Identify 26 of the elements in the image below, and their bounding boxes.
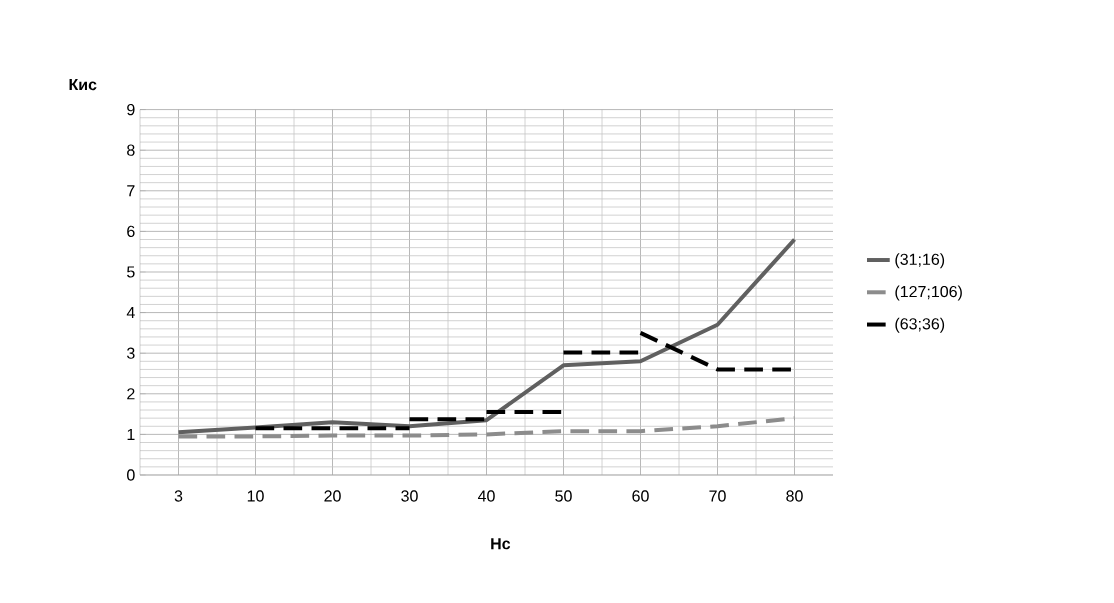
y-tick-label: 8 [127, 144, 135, 156]
y-tick-label: 9 [127, 103, 135, 116]
y-tick-label: 7 [127, 185, 135, 197]
x-tick-label: 60 [632, 490, 649, 502]
x-axis-title: Нс [491, 538, 511, 550]
y-axis-title: Кис [69, 79, 97, 91]
legend-label: (63;36) [895, 317, 945, 333]
x-tick-label: 10 [247, 490, 264, 502]
line-series [176, 416, 797, 439]
y-tick-label: 5 [127, 266, 135, 278]
x-tick-label: 50 [555, 490, 572, 502]
y-tick-label: 1 [127, 428, 135, 440]
line-series [176, 237, 797, 435]
legend-label: (127;106) [895, 285, 962, 301]
legend-label: (31;16) [895, 253, 945, 269]
y-tick-label: 2 [127, 388, 135, 400]
y-tick-label: 0 [127, 469, 135, 481]
x-tick-label: 80 [786, 490, 803, 502]
y-tick-label: 4 [126, 307, 135, 319]
y-tick-label: 6 [127, 225, 135, 238]
x-tick-label: 70 [709, 490, 726, 502]
x-tick-label: 30 [401, 490, 418, 502]
x-tick-label: 20 [324, 490, 341, 502]
x-tick-label: 3 [174, 490, 183, 502]
x-tick-label: 40 [477, 490, 495, 502]
y-tick-label: 3 [127, 347, 135, 359]
